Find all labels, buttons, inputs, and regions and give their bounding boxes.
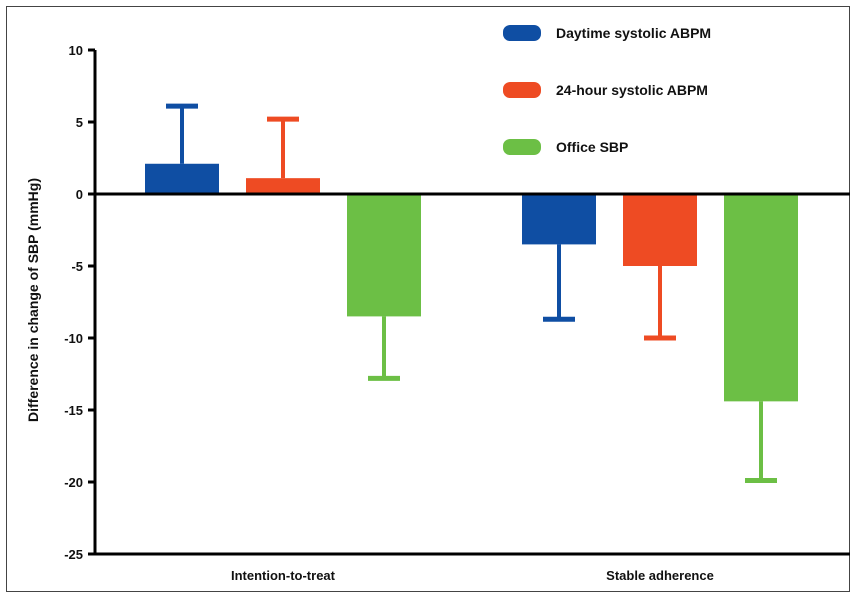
bar <box>246 178 320 194</box>
legend-swatch <box>503 82 541 98</box>
y-axis-title: Difference in change of SBP (mmHg) <box>25 178 41 422</box>
legend-label: 24-hour systolic ABPM <box>556 82 708 98</box>
bar <box>724 194 798 402</box>
axes: 10 5 0 -5 -10 -15 -20 -25 <box>64 43 850 562</box>
y-tick-label: 5 <box>76 115 83 130</box>
legend-swatch <box>503 25 541 41</box>
y-tick-label: -20 <box>64 475 83 490</box>
legend: Daytime systolic ABPM 24-hour systolic AB… <box>503 25 711 155</box>
y-tick-label: -10 <box>64 331 83 346</box>
legend-swatch <box>503 139 541 155</box>
legend-label: Office SBP <box>556 139 628 155</box>
x-tick-label: Intention-to-treat <box>231 568 336 583</box>
y-tick-label: 0 <box>76 187 83 202</box>
y-tick-label: 10 <box>69 43 83 58</box>
y-tick-label: -15 <box>64 403 83 418</box>
y-ticks: 10 5 0 -5 -10 -15 -20 -25 <box>64 43 95 562</box>
bar <box>347 194 421 317</box>
x-tick-labels: Intention-to-treat Stable adherence <box>231 568 714 583</box>
x-tick-label: Stable adherence <box>606 568 714 583</box>
chart-frame <box>6 6 850 592</box>
bar <box>623 194 697 266</box>
bars <box>145 103 798 484</box>
bar <box>145 163 219 194</box>
bar <box>522 194 596 245</box>
y-tick-label: -25 <box>64 547 83 562</box>
y-tick-label: -5 <box>71 259 83 274</box>
legend-label: Daytime systolic ABPM <box>556 25 711 41</box>
